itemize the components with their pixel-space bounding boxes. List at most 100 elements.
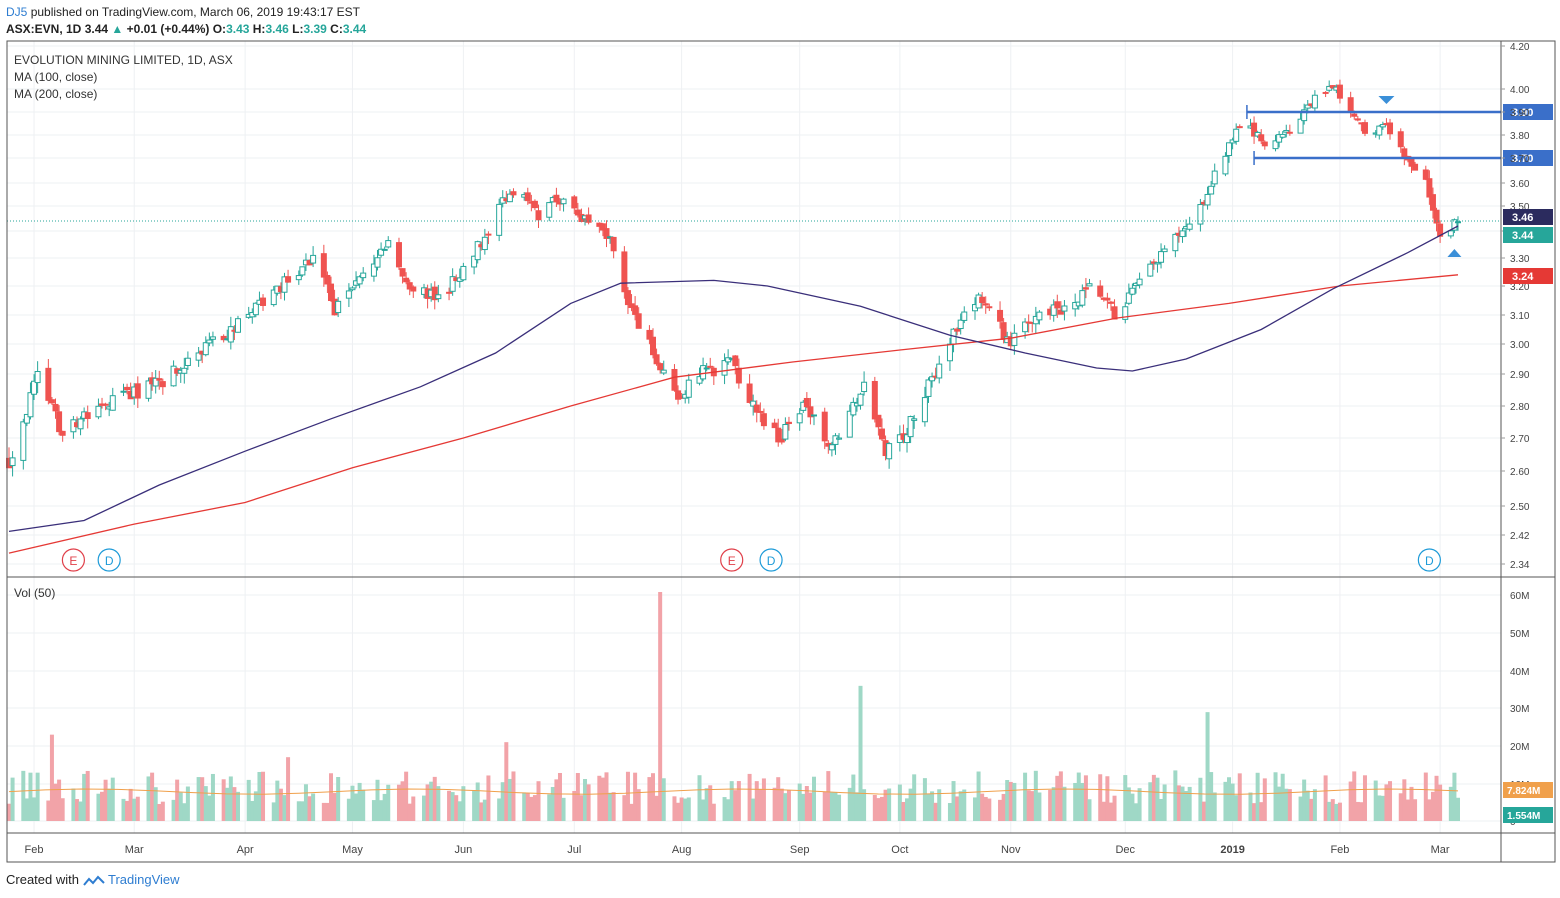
volume-bar: [833, 792, 838, 821]
dividend-marker: [97, 548, 121, 572]
volume-bar: [912, 774, 917, 821]
volume-bar: [1105, 776, 1110, 821]
volume-bar: [146, 776, 151, 821]
volume-bar: [987, 798, 992, 821]
candle-body: [1022, 321, 1029, 333]
volume-bar: [1287, 789, 1292, 821]
candle-body: [760, 413, 767, 427]
volume-bar: [754, 781, 759, 821]
volume-bar: [908, 788, 913, 821]
volume-bar: [1348, 781, 1353, 821]
candle-body: [1426, 178, 1433, 198]
volume-bar: [658, 592, 663, 821]
volume-bar: [854, 792, 859, 821]
candle-body: [1455, 221, 1461, 224]
footer: Created with TradingView: [6, 872, 180, 887]
candle-body: [474, 241, 481, 261]
candle-body: [234, 318, 241, 333]
candle-body: [1433, 209, 1440, 224]
candle-body: [310, 254, 317, 264]
volume-bar: [604, 772, 609, 821]
candle-body: [803, 397, 810, 408]
candle-body: [921, 397, 928, 423]
volume-bar: [182, 803, 187, 821]
volume-bar: [711, 803, 716, 821]
volume-bar: [983, 796, 988, 821]
volume-bar: [196, 777, 201, 821]
volume-bar: [701, 799, 706, 821]
volume-bar: [529, 796, 534, 821]
time-tick-label: Dec: [1115, 844, 1135, 856]
volume-bar: [676, 802, 681, 821]
time-tick-label: Oct: [891, 844, 908, 856]
candle-body: [134, 383, 141, 399]
ma100-legend: MA (100, close): [14, 70, 98, 84]
volume-bar: [246, 779, 251, 821]
change-arrow: ▲: [111, 22, 124, 36]
volume-bar: [611, 792, 616, 821]
price-tick-label: 3.20: [1510, 282, 1530, 293]
volume-bar: [178, 792, 183, 821]
volume-bar: [261, 771, 266, 821]
volume-bar: [955, 796, 960, 821]
volume-bar: [683, 798, 688, 821]
candle-body: [1258, 134, 1265, 142]
volume-bar: [1001, 793, 1006, 821]
candle-body: [481, 236, 488, 251]
volume-bar: [1237, 773, 1242, 821]
candle-body: [1179, 230, 1186, 238]
candle-body: [546, 202, 553, 218]
candle-body: [1361, 122, 1368, 134]
candle-body: [431, 286, 438, 301]
volume-bar: [532, 795, 537, 821]
volume-bar: [60, 798, 65, 821]
volume-bar: [804, 786, 809, 821]
author-link[interactable]: DJ5: [6, 5, 28, 19]
candle-body: [796, 413, 803, 424]
candle-body: [1197, 204, 1204, 225]
candle-body: [1086, 283, 1093, 287]
volume-bar: [547, 794, 552, 821]
candle-body: [946, 343, 953, 362]
volume-bar: [235, 791, 240, 821]
price-tick-label: 2.34: [1510, 560, 1530, 571]
volume-bar: [1259, 802, 1264, 821]
volume-tick-label: 60M: [1510, 591, 1529, 602]
candles: [6, 79, 1461, 477]
volume-bar: [250, 800, 255, 821]
candle-body: [324, 274, 331, 285]
volume-bar: [847, 787, 852, 821]
volume-bar: [837, 794, 842, 821]
candle-body: [1236, 126, 1243, 129]
candle-body: [732, 355, 739, 367]
candle-body: [524, 192, 531, 202]
volume-bar: [1026, 790, 1031, 821]
candle-body: [496, 203, 503, 236]
price-label: 3.44: [1512, 230, 1534, 242]
tradingview-link[interactable]: TradingView: [108, 872, 180, 887]
candle-body: [1208, 185, 1215, 195]
volume-bar: [257, 771, 262, 821]
volume-bar: [561, 797, 566, 821]
symbol-name[interactable]: ASX:EVN, 1D: [6, 22, 82, 36]
candle-body: [1147, 263, 1154, 277]
volume-bar: [253, 791, 258, 821]
price-label: 3.24: [1512, 271, 1534, 283]
volume-bar: [822, 791, 827, 821]
candle-body: [535, 210, 542, 221]
candle-body: [1286, 131, 1293, 134]
volume-bar: [125, 800, 130, 821]
symbol-line: ASX:EVN, 1D 3.44 ▲ +0.01 (+0.44%) O:3.43…: [6, 22, 366, 36]
volume-bar: [350, 785, 355, 821]
volume-bar: [275, 780, 280, 821]
candle-body: [886, 443, 893, 460]
volume-bar: [225, 787, 230, 821]
candle-body: [1036, 311, 1043, 321]
candle-body: [807, 406, 814, 418]
volume-bar: [872, 794, 877, 821]
volume-bar: [1076, 772, 1081, 821]
volume-bar: [228, 776, 233, 821]
volume-bar: [200, 777, 205, 821]
volume-bar: [479, 802, 484, 821]
